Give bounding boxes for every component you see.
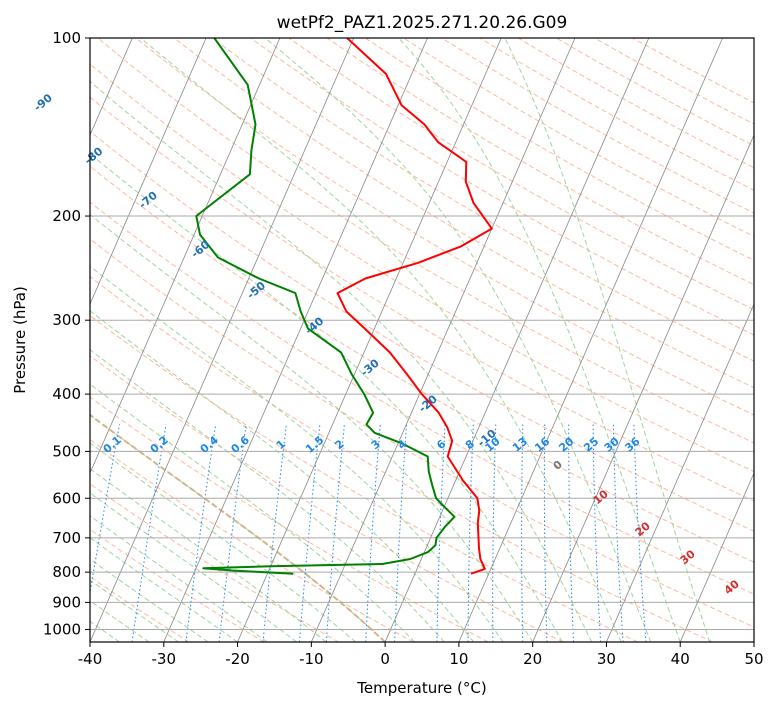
- isotherm-line: [237, 38, 502, 642]
- isotherm-line: [163, 38, 428, 642]
- moist-adiabat-line: [90, 153, 563, 642]
- grid-layer: [90, 38, 754, 642]
- mixing-ratio-line: [131, 424, 167, 642]
- x-tick-label: 50: [744, 650, 763, 668]
- moist-adiabat-line: [398, 38, 681, 642]
- chart-title: wetPf2_PAZ1.2025.271.20.26.G09: [277, 13, 568, 33]
- x-axis-label: Temperature (°C): [356, 679, 486, 697]
- y-tick-label: 500: [52, 442, 81, 460]
- isotherm-line: [679, 472, 754, 642]
- moist-adiabat-line: [90, 414, 386, 642]
- moist-adiabat-line: [504, 38, 711, 642]
- dry-adiabat-line: [90, 96, 754, 502]
- axes-layer: -40 -30 -20 -10 0 10 20 30 40 50 100 200 300 400 500 60…: [43, 29, 764, 668]
- isotherm-line: [90, 38, 281, 475]
- moist-adiabat-line: [90, 349, 445, 642]
- dry-adiabat-line: [90, 130, 754, 532]
- isotherm-line: [310, 38, 576, 642]
- x-tick-label: 20: [523, 650, 542, 668]
- x-tick-label: -30: [152, 650, 177, 668]
- dewpoint-profile-line: [195, 38, 456, 575]
- moist-adiabat-line: [140, 38, 622, 642]
- x-tick-label: 0: [380, 650, 390, 668]
- moist-adiabat-line: [90, 537, 238, 642]
- x-tick-label: 10: [449, 650, 468, 668]
- y-axis-label: Pressure (hPa): [11, 286, 29, 394]
- moist-adiabat-line: [90, 383, 415, 642]
- isotherm-line: [532, 134, 754, 642]
- x-tick-label: -10: [299, 650, 324, 668]
- moist-adiabat-line: [90, 579, 179, 642]
- x-tick-label: -40: [78, 650, 103, 668]
- plot-frame: [89, 37, 755, 643]
- y-tick-label: 1000: [43, 620, 81, 638]
- wet-bulb-zero-line: [90, 413, 386, 642]
- moist-adiabat-line: [90, 310, 474, 642]
- moist-adiabat-line: [90, 442, 356, 642]
- y-tick-label: 800: [52, 563, 81, 581]
- y-tick-label: 400: [52, 385, 81, 403]
- dry-adiabat-line: [90, 201, 754, 595]
- moist-adiabat-line: [90, 80, 593, 642]
- dry-adiabat-line: [135, 38, 754, 416]
- temperature-profile-line: [336, 38, 493, 575]
- moist-adiabat-line: [90, 265, 504, 642]
- y-tick-label: 600: [52, 489, 81, 507]
- mixing-ratio-line: [90, 424, 121, 596]
- isotherm-line: [384, 38, 650, 642]
- x-tick-label: 30: [597, 650, 616, 668]
- moist-adiabat-line: [90, 213, 534, 642]
- isotherm-line: [90, 38, 207, 306]
- dry-adiabat-line: [90, 528, 265, 642]
- dry-adiabat-line: [212, 38, 754, 362]
- isotherm-line: [606, 303, 754, 642]
- x-tick-label: 40: [671, 650, 690, 668]
- dry-adiabat-line: [90, 483, 339, 642]
- y-tick-label: 300: [52, 311, 81, 329]
- y-tick-label: 200: [52, 207, 81, 225]
- series-layer: [195, 38, 493, 575]
- dry-adiabat-line: [90, 315, 639, 642]
- x-tick-label: -20: [225, 650, 250, 668]
- isotherm-line: [458, 38, 723, 642]
- moist-adiabat-line: [90, 558, 209, 642]
- moist-adiabat-line: [264, 38, 652, 642]
- dry-adiabat-line: [90, 396, 489, 642]
- dry-adiabat-line: [90, 165, 754, 563]
- isotherm-line: [90, 38, 355, 642]
- y-tick-label: 900: [52, 593, 81, 611]
- dry-adiabat-line: [97, 38, 754, 444]
- y-tick-label: 100: [52, 29, 81, 47]
- dry-adiabat-line: [90, 276, 713, 642]
- dry-adiabat-line: [90, 355, 564, 642]
- moist-adiabat-line: [90, 468, 327, 642]
- dry-adiabat-line: [90, 238, 754, 628]
- y-tick-label: 700: [52, 529, 81, 547]
